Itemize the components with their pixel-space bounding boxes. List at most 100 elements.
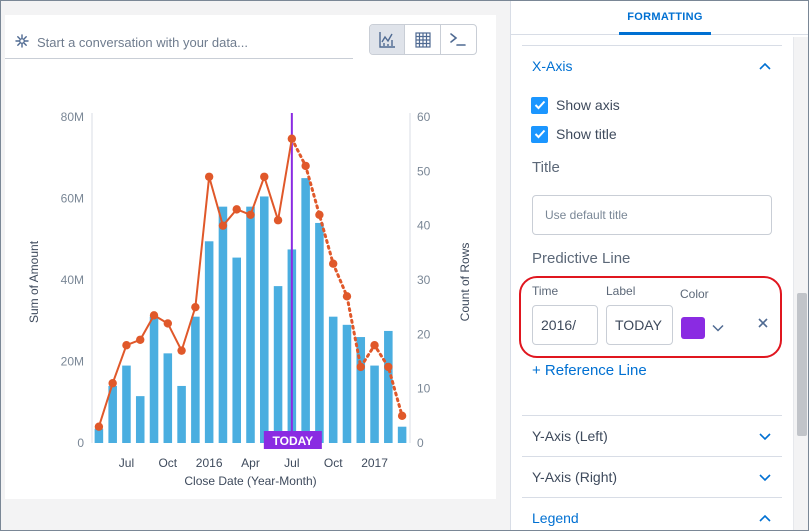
show-title-label: Show title: [556, 126, 617, 142]
y-axis-right-label: Y-Axis (Right): [532, 468, 618, 485]
line-point: [232, 205, 241, 214]
y-axis-right-section-header[interactable]: Y-Axis (Right): [522, 456, 782, 496]
color-label: Color: [680, 287, 709, 301]
bar: [163, 353, 173, 443]
bar: [370, 365, 379, 443]
chevron-up-icon: [759, 62, 771, 70]
legend-label: Legend: [532, 509, 579, 526]
table-view-button[interactable]: [405, 25, 441, 54]
line-point: [163, 319, 173, 328]
line-point: [260, 172, 269, 181]
bar: [122, 365, 131, 443]
today-label: TODAY: [273, 434, 314, 448]
show-axis-label: Show axis: [556, 97, 620, 113]
y-right-tick-label: 30: [417, 273, 431, 287]
line-point: [356, 362, 365, 372]
checkmark-icon: [531, 96, 548, 114]
predictive-line-label: Predictive Line: [532, 250, 631, 267]
line-point: [149, 311, 159, 320]
line-point: [370, 341, 379, 350]
bar: [191, 316, 200, 443]
line-point: [108, 379, 117, 388]
bar: [342, 324, 352, 443]
line-point: [384, 362, 393, 372]
grid-icon: [414, 31, 431, 48]
conversation-input[interactable]: [37, 32, 337, 52]
bar: [149, 316, 159, 443]
bar: [135, 396, 145, 443]
y-left-tick-label: 80M: [61, 110, 84, 124]
line-point: [287, 134, 297, 143]
chevron-up-icon: [759, 514, 771, 522]
line-point: [246, 210, 255, 219]
bar: [301, 178, 310, 443]
y-axis-left-section-header[interactable]: Y-Axis (Left): [522, 415, 782, 455]
x-axis-section-header[interactable]: X-Axis: [522, 45, 782, 85]
bar: [260, 196, 269, 443]
chart-view-button[interactable]: [370, 25, 406, 54]
scrollbar[interactable]: [793, 37, 808, 530]
bar: [204, 241, 214, 443]
y-left-tick-label: 40M: [61, 273, 84, 287]
chart-icon: [379, 31, 396, 48]
chart-panel: 0 20M 40M 60M 80M 0 10 20 30 40 50 60 TODAY Jul Oct 201…: [1, 1, 510, 530]
label-label: Label: [606, 284, 636, 298]
line-point: [328, 259, 338, 268]
x-tick-label: 2017: [361, 456, 388, 470]
line-point: [136, 335, 145, 344]
bar: [328, 316, 338, 443]
close-icon[interactable]: [756, 316, 770, 330]
line-point: [122, 341, 131, 350]
y-right-tick-label: 50: [417, 164, 431, 178]
bar: [384, 330, 393, 443]
checkmark-icon: [531, 125, 548, 143]
line-point: [94, 422, 104, 431]
bar: [356, 337, 366, 443]
bar: [232, 257, 241, 443]
sparkle-icon: [15, 34, 29, 48]
y-axis-left-title: Sum of Amount: [27, 240, 41, 323]
bar: [94, 428, 104, 443]
color-swatch[interactable]: [681, 317, 705, 339]
x-tick-label: Oct: [158, 456, 177, 470]
y-right-tick-label: 0: [417, 436, 424, 450]
bar: [218, 206, 228, 443]
add-reference-line-link[interactable]: + Reference Line: [532, 362, 647, 379]
chevron-down-icon: [759, 432, 771, 440]
title-label: Title: [532, 159, 560, 176]
line-point: [301, 161, 310, 171]
line-point: [397, 411, 407, 421]
scrollbar-thumb[interactable]: [797, 293, 807, 436]
predictive-label-input[interactable]: [606, 305, 673, 345]
tab-bar: FORMATTING: [511, 1, 808, 35]
conversation-search: [5, 23, 353, 59]
x-tick-label: Oct: [324, 456, 343, 470]
tab-formatting[interactable]: FORMATTING: [619, 1, 711, 35]
show-title-checkbox[interactable]: Show title: [531, 124, 617, 144]
bar: [108, 385, 117, 443]
y-left-tick-label: 20M: [61, 355, 84, 369]
bar: [177, 385, 186, 443]
combo-chart: 0 20M 40M 60M 80M 0 10 20 30 40 50 60 TODAY Jul Oct 201…: [27, 110, 472, 488]
x-tick-label: Jul: [119, 456, 134, 470]
today-label-bg: [263, 431, 322, 449]
bar: [246, 206, 255, 443]
line-point: [218, 221, 228, 230]
predictive-time-input[interactable]: [532, 305, 598, 345]
legend-section-header[interactable]: Legend: [522, 497, 782, 530]
show-axis-checkbox[interactable]: Show axis: [531, 95, 620, 115]
y-axis-right-title: Count of Rows: [458, 243, 472, 322]
axis-title-input[interactable]: [532, 195, 772, 235]
terminal-icon: [450, 32, 467, 46]
x-tick-label: Jul: [284, 456, 299, 470]
query-view-button[interactable]: [441, 25, 476, 54]
chevron-down-icon: [759, 473, 771, 481]
line-point: [273, 216, 283, 225]
formatting-panel: FORMATTING X-Axis Show axis Show title T…: [510, 1, 808, 530]
x-axis-title: Close Date (Year-Month): [184, 474, 316, 488]
chevron-down-icon[interactable]: [712, 324, 724, 332]
predictive-line-highlight: [519, 276, 782, 358]
line-point: [315, 210, 324, 219]
y-right-tick-label: 40: [417, 219, 431, 233]
